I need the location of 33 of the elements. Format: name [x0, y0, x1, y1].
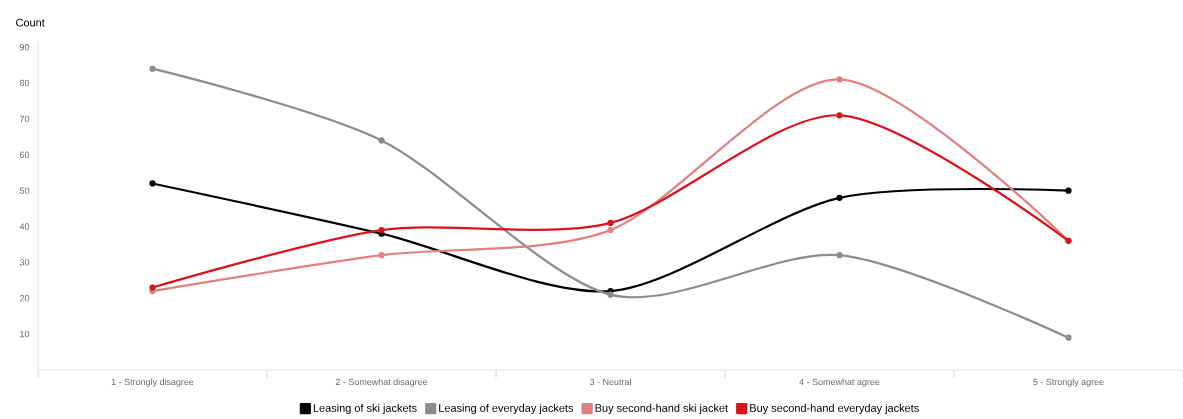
- point: [149, 284, 156, 291]
- point: [149, 65, 156, 72]
- y-tick-label: 10: [20, 330, 30, 338]
- point: [149, 180, 156, 187]
- x-tick-label: 1 - Strongly disagree: [111, 378, 194, 387]
- y-tick-label: 50: [19, 187, 30, 194]
- x-tick-label: 3 - Neutral: [589, 378, 631, 386]
- y-tick-label: 40: [19, 223, 30, 230]
- x-tick-label: 4 - Somewhat agree: [799, 378, 880, 387]
- y-tick-label: 70: [19, 115, 30, 123]
- x-tick-label: 5 - Strongly agree: [1033, 378, 1104, 387]
- y-tick-label: 20: [19, 295, 30, 302]
- point: [607, 219, 614, 227]
- y-tick-label: 30: [19, 259, 30, 266]
- point: [607, 291, 614, 298]
- legend-label: Buy second-hand ski jacket: [595, 403, 729, 415]
- legend-label: Buy second-hand everyday jackets: [750, 403, 919, 415]
- legend-label: Leasing of ski jackets: [313, 403, 417, 415]
- y-tick-label: 80: [19, 79, 30, 87]
- point: [836, 252, 843, 259]
- point: [378, 252, 385, 259]
- point: [836, 76, 843, 83]
- point: [836, 112, 843, 119]
- y-tick-label: 90: [19, 43, 30, 51]
- legend-label: Leasing of everyday jackets: [439, 403, 574, 415]
- x-tick-label: 2 - Somewhat disagree: [335, 378, 428, 387]
- y-axis-title: Count: [16, 18, 45, 27]
- point: [1065, 187, 1072, 194]
- y-tick-label: 60: [19, 151, 30, 158]
- point: [1065, 334, 1072, 341]
- point: [378, 137, 385, 144]
- point: [607, 227, 614, 234]
- point: [836, 194, 843, 201]
